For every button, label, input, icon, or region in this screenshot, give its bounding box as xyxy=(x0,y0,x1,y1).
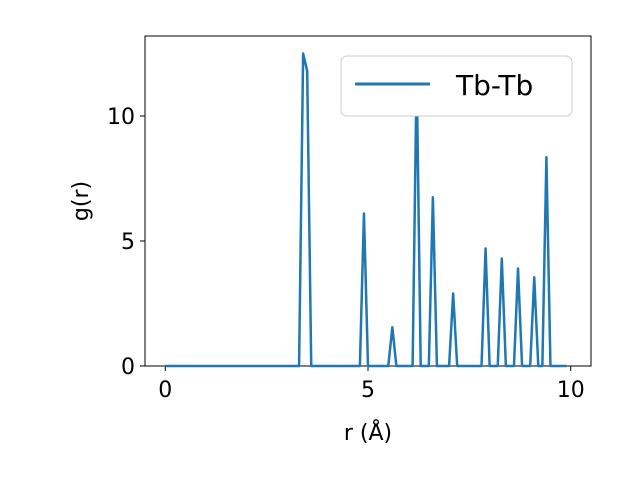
series-layer xyxy=(165,52,567,368)
x-tick-label: 5 xyxy=(361,378,375,403)
y-tick-label: 5 xyxy=(121,230,135,255)
x-axis: 0 5 10 xyxy=(158,366,585,403)
legend-box xyxy=(340,55,573,117)
series-line-tb-tb xyxy=(165,52,567,368)
y-axis-label: g(r) xyxy=(69,181,94,221)
y-axis: 0 5 10 xyxy=(107,105,145,380)
x-tick-label: 10 xyxy=(557,378,585,403)
y-tick-label: 0 xyxy=(121,355,135,380)
x-tick-label: 0 xyxy=(158,378,172,403)
x-axis-label: r (Å) xyxy=(344,419,392,446)
legend: Tb-Tb xyxy=(340,55,573,117)
y-tick-label: 10 xyxy=(107,105,135,130)
legend-label: Tb-Tb xyxy=(455,69,533,102)
